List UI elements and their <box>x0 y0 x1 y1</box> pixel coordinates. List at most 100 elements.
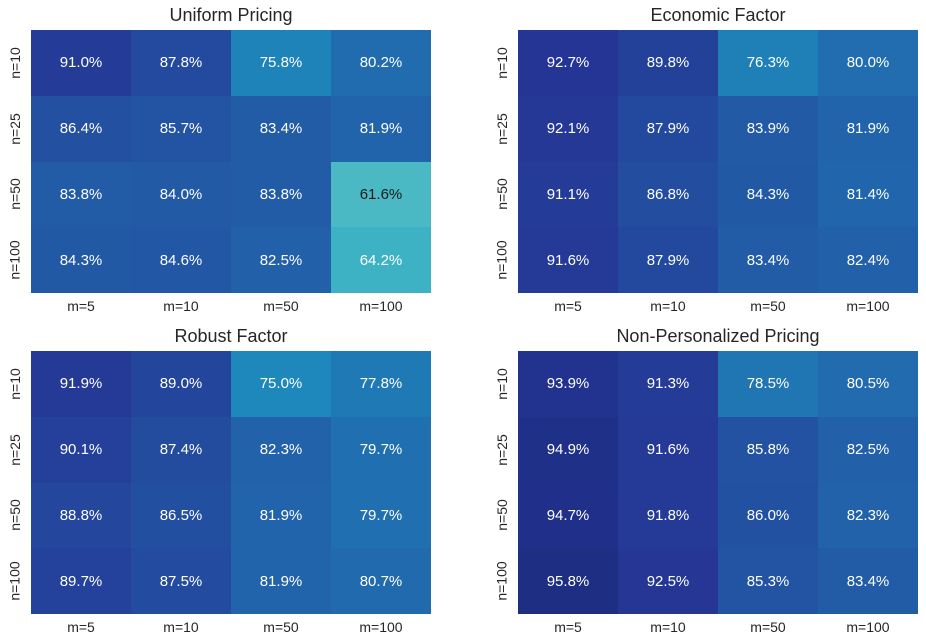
col-tick-label: m=100 <box>359 298 403 314</box>
row-tick-label: n=10 <box>491 30 513 96</box>
heatmap-cell: 91.0% <box>31 30 131 96</box>
heatmap-cell: 91.6% <box>518 227 618 293</box>
row-tick-label: n=100 <box>4 227 26 293</box>
row-tick-label-text: n=25 <box>7 112 24 145</box>
heatmap-cell: 61.6% <box>331 161 431 228</box>
heatmap-cell: 90.1% <box>31 416 131 483</box>
row-tick-label-text: n=50 <box>494 178 511 211</box>
heatmap-cell: 84.6% <box>131 227 231 293</box>
row-tick-label-text: n=50 <box>494 499 511 532</box>
heatmap-cell: 92.7% <box>518 30 618 96</box>
col-tick-label: m=50 <box>263 298 299 314</box>
heatmap-cell: 75.0% <box>231 351 331 417</box>
panel-economic-factor: Economic Factor 92.7% 89.8% 76.3% 80.0% 92.1%… <box>463 0 926 321</box>
heatmap-cell: 91.8% <box>618 482 718 549</box>
row-tick-label-text: n=100 <box>7 240 24 280</box>
heatmap-cell: 83.4% <box>818 548 918 614</box>
heatmap-cell: 89.7% <box>31 548 131 614</box>
heatmap-cell: 83.9% <box>718 95 818 162</box>
col-tick-label: m=100 <box>846 619 890 635</box>
col-tick-label: m=100 <box>846 298 890 314</box>
row-tick-label: n=10 <box>4 351 26 417</box>
heatmap-cell: 83.4% <box>231 95 331 162</box>
panel-robust-factor: Robust Factor 91.9% 89.0% 75.0% 77.8% 90.1% 87… <box>0 321 463 642</box>
row-tick-label-text: n=100 <box>494 240 511 280</box>
heatmap-grid: 92.7% 89.8% 76.3% 80.0% 92.1% 87.9% 83.9% 81.9%… <box>518 30 918 293</box>
row-tick-label: n=50 <box>491 483 513 549</box>
row-tick-label: n=100 <box>491 227 513 293</box>
heatmap-cell: 86.0% <box>718 482 818 549</box>
heatmap-cell: 82.4% <box>818 227 918 293</box>
heatmap-cell: 92.1% <box>518 95 618 162</box>
heatmap-cell: 88.8% <box>31 482 131 549</box>
row-tick-label-text: n=100 <box>494 561 511 601</box>
col-tick-label: m=100 <box>359 619 403 635</box>
heatmap-cell: 82.3% <box>231 416 331 483</box>
row-tick-label-text: n=25 <box>494 433 511 466</box>
row-tick-label-text: n=50 <box>7 178 24 211</box>
heatmap-cell: 87.5% <box>131 548 231 614</box>
row-tick-label-text: n=10 <box>494 47 511 79</box>
heatmap-cell: 82.5% <box>231 227 331 293</box>
row-tick-label: n=25 <box>4 417 26 483</box>
col-tick-label: m=5 <box>67 298 95 314</box>
heatmap-cell: 81.9% <box>331 95 431 162</box>
row-tick-label: n=25 <box>4 96 26 162</box>
heatmap-cell: 85.7% <box>131 95 231 162</box>
row-tick-label: n=10 <box>491 351 513 417</box>
heatmap-cell: 79.7% <box>331 482 431 549</box>
heatmap-grid: 91.9% 89.0% 75.0% 77.8% 90.1% 87.4% 82.3% 79.7%… <box>31 351 431 614</box>
col-tick-label: m=5 <box>554 298 582 314</box>
heatmap-cell: 81.4% <box>818 161 918 228</box>
heatmap-cell: 83.4% <box>718 227 818 293</box>
col-tick-label: m=5 <box>67 619 95 635</box>
panel-title: Robust Factor <box>174 326 288 346</box>
heatmap-cell: 92.5% <box>618 548 718 614</box>
heatmap-cell: 91.9% <box>31 351 131 417</box>
panel-title: Uniform Pricing <box>169 5 293 25</box>
row-tick-label: n=50 <box>491 162 513 228</box>
heatmap-cell: 80.7% <box>331 548 431 614</box>
col-tick-label: m=50 <box>750 298 786 314</box>
heatmap-cell: 95.8% <box>518 548 618 614</box>
heatmap-grid: 91.0% 87.8% 75.8% 80.2% 86.4% 85.7% 83.4% 81.9%… <box>31 30 431 293</box>
row-tick-label: n=25 <box>491 417 513 483</box>
row-tick-label: n=100 <box>491 548 513 614</box>
col-tick-label: m=10 <box>650 298 686 314</box>
heatmap-grid: 93.9% 91.3% 78.5% 80.5% 94.9% 91.6% 85.8% 82.5%… <box>518 351 918 614</box>
heatmap-cell: 86.4% <box>31 95 131 162</box>
heatmap-cell: 86.5% <box>131 482 231 549</box>
panel-title: Economic Factor <box>650 5 786 25</box>
heatmap-cell: 94.7% <box>518 482 618 549</box>
heatmap-cell: 84.3% <box>31 227 131 293</box>
heatmap-cell: 82.5% <box>818 416 918 483</box>
col-tick-label: m=50 <box>750 619 786 635</box>
heatmap-cell: 93.9% <box>518 351 618 417</box>
row-tick-label-text: n=10 <box>7 47 24 79</box>
col-tick-label: m=50 <box>263 619 299 635</box>
col-tick-label: m=10 <box>163 298 199 314</box>
heatmap-cell: 89.8% <box>618 30 718 96</box>
heatmap-cell: 84.0% <box>131 161 231 228</box>
heatmap-cell: 80.2% <box>331 30 431 96</box>
heatmap-cell: 81.9% <box>818 95 918 162</box>
heatmap-cell: 81.9% <box>231 548 331 614</box>
heatmap-cell: 64.2% <box>331 227 431 293</box>
heatmap-cell: 94.9% <box>518 416 618 483</box>
row-tick-label: n=100 <box>4 548 26 614</box>
panel-title: Non-Personalized Pricing <box>616 326 820 346</box>
row-tick-label: n=25 <box>491 96 513 162</box>
row-tick-label: n=50 <box>4 483 26 549</box>
heatmap-cell: 80.0% <box>818 30 918 96</box>
panel-non-personalized-pricing: Non-Personalized Pricing 93.9% 91.3% 78.5% 8… <box>463 321 926 642</box>
heatmap-cell: 85.8% <box>718 416 818 483</box>
row-tick-label-text: n=25 <box>494 112 511 145</box>
heatmap-cell: 91.1% <box>518 161 618 228</box>
heatmap-cell: 87.9% <box>618 227 718 293</box>
heatmap-cell: 89.0% <box>131 351 231 417</box>
row-tick-label-text: n=10 <box>7 368 24 400</box>
col-tick-label: m=5 <box>554 619 582 635</box>
row-tick-label-text: n=100 <box>7 561 24 601</box>
col-tick-label: m=10 <box>650 619 686 635</box>
